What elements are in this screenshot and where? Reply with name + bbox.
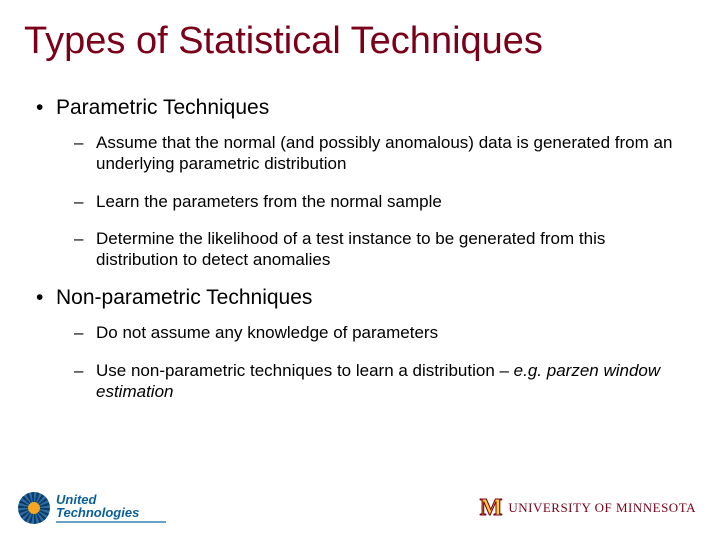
bullet-nonparametric: Non-parametric Techniques Do not assume …: [32, 286, 688, 402]
slide-title: Types of Statistical Techniques: [24, 20, 543, 63]
sub-bullet-text: Learn the parameters from the normal sam…: [96, 192, 442, 211]
slide-footer: United Technologies M UNIVERSITY OF MINN…: [18, 486, 696, 526]
bullet-text: Non-parametric Techniques: [56, 286, 312, 309]
sub-bullet: Assume that the normal (and possibly ano…: [56, 132, 688, 175]
slide-content: Parametric Techniques Assume that the no…: [32, 96, 688, 418]
bullet-list-level2: Do not assume any knowledge of parameter…: [56, 322, 688, 402]
utc-line2: Technologies: [56, 506, 166, 519]
utc-text: United Technologies: [56, 493, 166, 523]
sub-bullet-text: Assume that the normal (and possibly ano…: [96, 133, 672, 173]
sub-bullet: Learn the parameters from the normal sam…: [56, 191, 688, 212]
utc-underline: [56, 521, 166, 523]
bullet-parametric: Parametric Techniques Assume that the no…: [32, 96, 688, 270]
university-of-minnesota-logo: M UNIVERSITY OF MINNESOTA: [480, 496, 696, 520]
umn-text: UNIVERSITY OF MINNESOTA: [508, 500, 696, 516]
sub-bullet-text: Determine the likelihood of a test insta…: [96, 229, 605, 269]
slide: Types of Statistical Techniques Parametr…: [0, 0, 720, 540]
united-technologies-logo: United Technologies: [18, 490, 168, 526]
utc-gear-icon: [18, 492, 50, 524]
umn-m-icon: M: [480, 496, 503, 520]
bullet-text: Parametric Techniques: [56, 96, 269, 119]
bullet-list-level1: Parametric Techniques Assume that the no…: [32, 96, 688, 402]
sub-bullet: Use non-parametric techniques to learn a…: [56, 360, 688, 403]
bullet-list-level2: Assume that the normal (and possibly ano…: [56, 132, 688, 270]
sub-bullet: Do not assume any knowledge of parameter…: [56, 322, 688, 343]
sub-bullet: Determine the likelihood of a test insta…: [56, 228, 688, 271]
sub-bullet-text: Use non-parametric techniques to learn a…: [96, 361, 514, 380]
sub-bullet-text: Do not assume any knowledge of parameter…: [96, 323, 438, 342]
